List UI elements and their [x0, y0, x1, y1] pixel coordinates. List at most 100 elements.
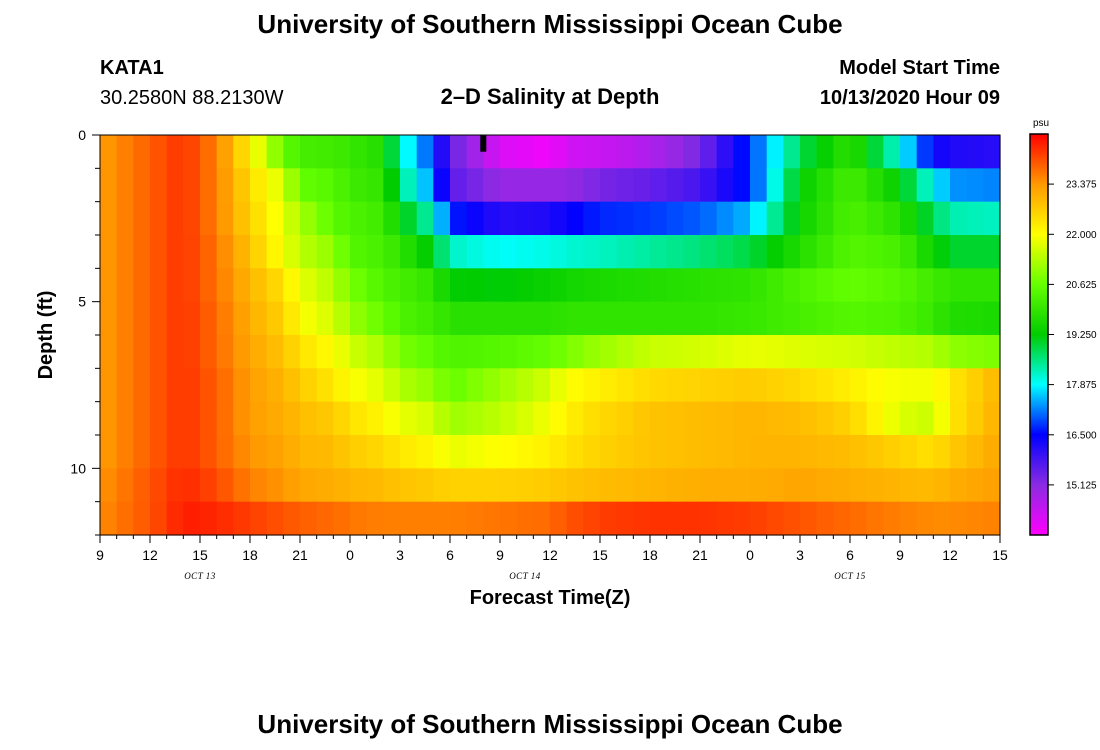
heatmap-cell	[716, 468, 734, 503]
heatmap-cell	[433, 135, 451, 169]
heatmap-cell	[750, 501, 768, 536]
station-id: KATA1	[100, 57, 164, 79]
heatmap-cell	[733, 301, 751, 336]
heatmap-cell	[533, 268, 551, 303]
heatmap-cell	[716, 435, 734, 469]
heatmap-cell	[950, 401, 968, 436]
heatmap-cell	[366, 401, 384, 436]
heatmap-cell	[433, 401, 451, 436]
heatmap-cell	[783, 268, 801, 303]
heatmap-cell	[700, 301, 718, 336]
heatmap-cell	[883, 501, 901, 536]
heatmap-cell	[400, 435, 418, 469]
y-tick-label: 0	[78, 127, 86, 143]
heatmap-cell	[716, 501, 734, 536]
heatmap-cell	[366, 135, 384, 169]
heatmap-cell	[566, 368, 584, 403]
heatmap-cell	[400, 335, 418, 369]
heatmap-cell	[950, 501, 968, 536]
heatmap-cell	[616, 235, 634, 269]
heatmap-cell	[616, 468, 634, 503]
heatmap-cell	[183, 368, 201, 403]
heatmap-cell	[400, 501, 418, 536]
heatmap-cell	[366, 501, 384, 536]
heatmap-cell	[233, 501, 251, 536]
heatmap-cell	[200, 168, 218, 203]
heatmap-cell	[416, 335, 434, 369]
heatmap-cell	[516, 301, 534, 336]
heatmap-cell	[866, 235, 884, 269]
heatmap-cell	[816, 401, 834, 436]
heatmap-cell	[200, 201, 218, 236]
heatmap-cell	[450, 168, 468, 203]
heatmap-cell	[366, 268, 384, 303]
heatmap-cell	[800, 335, 818, 369]
heatmap-cell	[516, 168, 534, 203]
heatmap-cell	[800, 468, 818, 503]
heatmap-cell	[200, 268, 218, 303]
heatmap-cell	[583, 201, 601, 236]
heatmap-cell	[216, 335, 234, 369]
heatmap-cell	[883, 168, 901, 203]
heatmap-cell	[733, 468, 751, 503]
heatmap-cell	[550, 201, 568, 236]
heatmap-cell	[350, 235, 368, 269]
heatmap-cell	[283, 235, 301, 269]
heatmap-cell	[150, 235, 168, 269]
heatmap-cell	[683, 468, 701, 503]
heatmap-cell	[966, 135, 984, 169]
heatmap-cell	[866, 268, 884, 303]
heatmap-cell	[666, 268, 684, 303]
heatmap-cell	[233, 335, 251, 369]
heatmap-cell	[166, 335, 184, 369]
colorbar-ticks: 15.125 16.500 17.875 19.250 20.625 22.000 23.3…	[1048, 180, 1097, 491]
heatmap-cell	[983, 435, 1001, 469]
heatmap-cell	[466, 168, 484, 203]
heatmap-cell	[100, 268, 118, 303]
heatmap-cell	[733, 168, 751, 203]
x-tick-label: 0	[746, 547, 754, 563]
heatmap-cell	[766, 468, 784, 503]
heatmap-cell	[716, 268, 734, 303]
heatmap-cell	[266, 301, 284, 336]
heatmap-cell	[816, 435, 834, 469]
heatmap-cell	[350, 201, 368, 236]
heatmap-cell	[166, 268, 184, 303]
heatmap-cell	[583, 435, 601, 469]
heatmap-cell	[150, 335, 168, 369]
heatmap-cell	[683, 335, 701, 369]
heatmap-cell	[750, 401, 768, 436]
heatmap-cell	[233, 201, 251, 236]
heatmap-cell	[366, 435, 384, 469]
heatmap-cell	[500, 468, 518, 503]
heatmap-cell	[133, 135, 151, 169]
heatmap-cell	[250, 168, 268, 203]
heatmap-cell	[333, 435, 351, 469]
heatmap-cell	[583, 268, 601, 303]
heatmap-cell	[966, 168, 984, 203]
heatmap-cell	[150, 468, 168, 503]
colorbar-tick-label: 20.625	[1066, 280, 1097, 291]
heatmap-cell	[683, 135, 701, 169]
heatmap-cell	[133, 268, 151, 303]
heatmap-cell	[633, 135, 651, 169]
heatmap-cell	[383, 368, 401, 403]
x-tick-label: 9	[96, 547, 104, 563]
heatmap-cell	[900, 368, 918, 403]
heatmap-cell	[466, 135, 484, 169]
heatmap-cell	[566, 135, 584, 169]
heatmap-cell	[716, 235, 734, 269]
heatmap-cell	[516, 368, 534, 403]
x-tick-label: 9	[896, 547, 904, 563]
heatmap-cell	[383, 468, 401, 503]
heatmap-cell	[883, 335, 901, 369]
heatmap-cell	[350, 501, 368, 536]
heatmap-cell	[100, 468, 118, 503]
heatmap-cell	[416, 235, 434, 269]
heatmap-cell	[150, 501, 168, 536]
heatmap-cell	[216, 401, 234, 436]
heatmap-cell	[166, 201, 184, 236]
heatmap-cell	[433, 435, 451, 469]
heatmap-cell	[500, 401, 518, 436]
colorbar-tick-label: 19.250	[1066, 330, 1097, 341]
